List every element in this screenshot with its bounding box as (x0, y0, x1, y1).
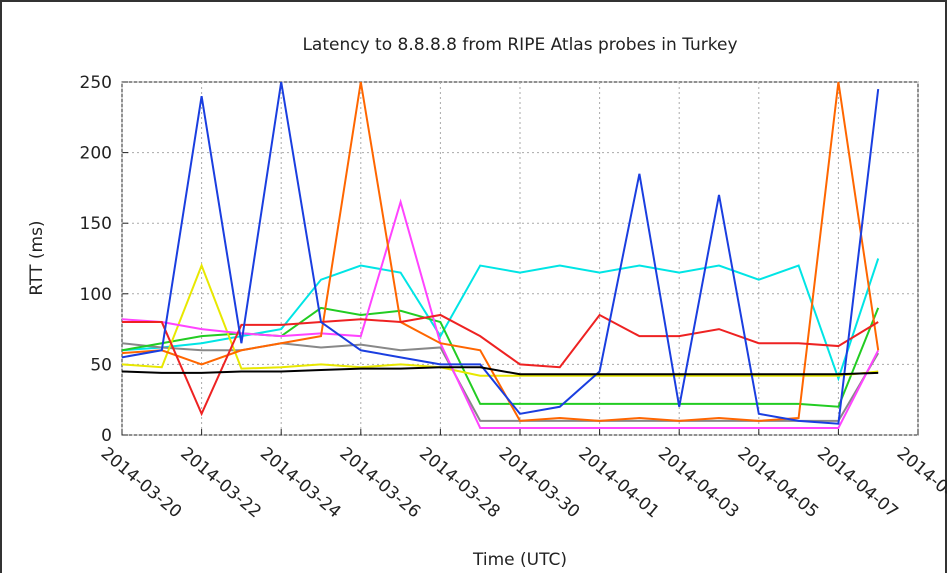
series-line (121, 198, 880, 429)
series-line (121, 81, 880, 425)
y-tick-label: 150 (80, 214, 112, 234)
series-line (121, 258, 880, 382)
y-tick-label: 200 (80, 144, 112, 164)
series-line (121, 81, 880, 422)
y-tick-label: 250 (80, 73, 112, 93)
y-tick-label: 100 (80, 285, 112, 305)
series-line (122, 313, 879, 417)
x-axis-label: Time (UTC) (472, 550, 567, 570)
y-tick-label: 50 (90, 355, 112, 375)
series-line (121, 366, 879, 376)
y-tick-label: 0 (101, 426, 112, 446)
y-axis-label: RTT (ms) (27, 220, 47, 295)
chart-title: Latency to 8.8.8.8 from RIPE Atlas probe… (302, 35, 737, 55)
